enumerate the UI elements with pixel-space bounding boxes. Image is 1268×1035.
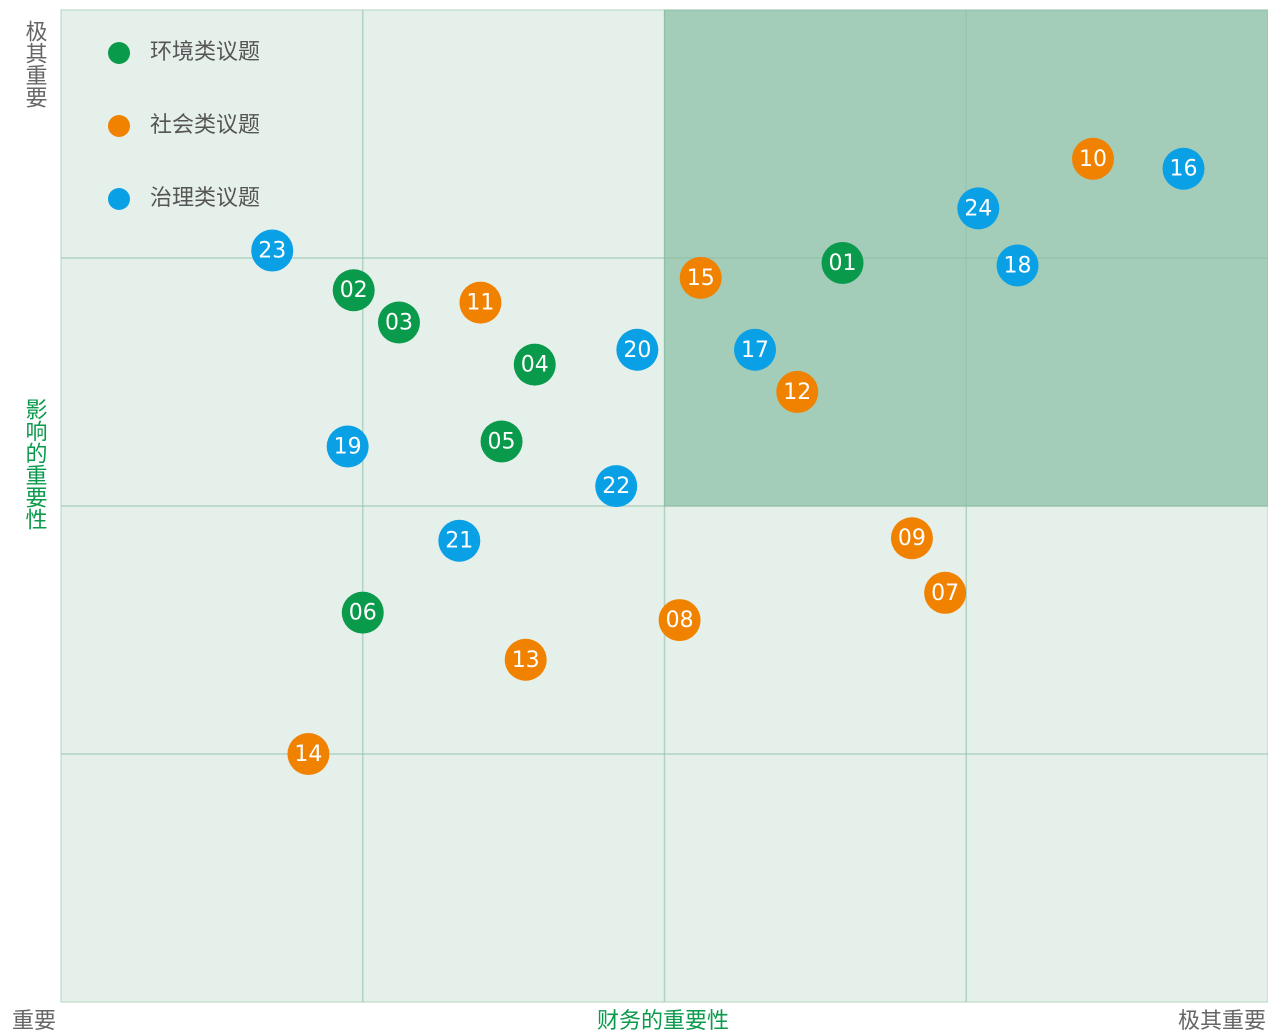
x-axis-label: 财务的重要性	[597, 1009, 729, 1034]
point-label: 09	[898, 526, 926, 551]
legend-marker	[108, 115, 130, 137]
point-label: 17	[741, 338, 769, 363]
point-label: 01	[829, 251, 857, 276]
data-point	[595, 465, 638, 508]
point-label: 06	[349, 601, 377, 626]
point-label: 07	[931, 581, 959, 606]
data-point	[658, 599, 701, 642]
point-label: 08	[666, 608, 694, 633]
data-point	[996, 244, 1039, 287]
point-label: 24	[964, 196, 992, 221]
data-point	[957, 187, 1000, 230]
data-point	[1162, 147, 1205, 190]
point-label: 23	[258, 239, 286, 264]
data-point	[890, 517, 933, 560]
legend-label: 环境类议题	[150, 40, 260, 65]
legend-label: 社会类议题	[150, 113, 260, 138]
point-label: 10	[1079, 147, 1107, 172]
data-point	[513, 343, 556, 386]
data-point	[251, 229, 294, 272]
y-axis-label: 影响的重要性	[22, 398, 48, 530]
data-point	[438, 519, 481, 562]
point-label: 03	[385, 310, 413, 335]
data-point	[734, 328, 777, 371]
x-high-label: 极其重要	[1178, 1009, 1266, 1034]
legend-marker	[108, 188, 130, 210]
data-point	[776, 370, 819, 413]
axis-low-label: 重要	[12, 1009, 56, 1034]
point-label: 13	[512, 648, 540, 673]
data-point	[326, 425, 369, 468]
legend-marker	[108, 42, 130, 64]
point-label: 18	[1004, 253, 1032, 278]
point-label: 16	[1170, 157, 1198, 182]
data-point	[504, 638, 547, 681]
data-point	[1071, 137, 1114, 180]
point-label: 02	[340, 278, 368, 303]
data-point	[480, 420, 523, 463]
data-point	[679, 256, 722, 299]
point-label: 15	[687, 266, 715, 291]
data-point	[924, 571, 967, 614]
point-label: 22	[602, 474, 630, 499]
data-point	[821, 241, 864, 284]
point-label: 20	[623, 338, 651, 363]
data-point	[287, 733, 330, 775]
point-label: 11	[466, 291, 494, 316]
data-point	[377, 301, 420, 344]
data-point	[459, 281, 502, 324]
point-label: 21	[445, 529, 473, 554]
data-point	[616, 328, 659, 371]
point-label: 04	[521, 353, 549, 378]
point-label: 14	[294, 742, 322, 767]
point-label: 05	[488, 430, 516, 455]
legend-label: 治理类议题	[150, 186, 260, 211]
y-high-label: 极其重要	[22, 20, 48, 108]
point-label: 12	[783, 380, 811, 405]
point-label: 19	[334, 434, 362, 459]
data-point	[341, 591, 384, 634]
data-point	[332, 269, 375, 312]
